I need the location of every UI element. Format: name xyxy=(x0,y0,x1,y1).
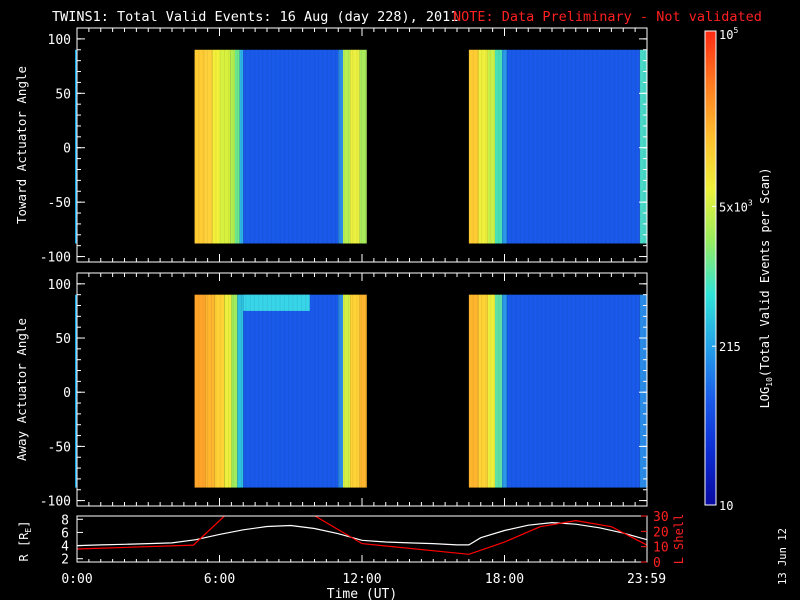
data-stripe xyxy=(338,294,343,488)
y-tick-label: 100 xyxy=(48,33,71,48)
y-tick-label: -100 xyxy=(40,251,71,266)
colorbar-tick-label: 105 xyxy=(719,26,738,42)
y-tick-label: -100 xyxy=(40,495,71,510)
data-stripe xyxy=(343,294,351,488)
data-stripe xyxy=(506,294,640,488)
data-stripe xyxy=(234,49,240,244)
r-tick-label: 4 xyxy=(61,540,69,555)
data-stripe xyxy=(359,49,367,244)
l-shell-label: L Shell xyxy=(672,514,686,565)
edge-strip xyxy=(75,294,77,488)
y-tick-label: 0 xyxy=(63,386,71,401)
edge-strip xyxy=(75,49,77,244)
data-stripe xyxy=(502,294,507,488)
colorbar-tick-label: 10 xyxy=(719,499,733,513)
preliminary-note: NOTE: Data Preliminary - Not validated xyxy=(453,9,762,25)
date-stamp: 13 Jun 12 xyxy=(777,528,789,585)
data-stripe xyxy=(350,294,360,488)
data-stripe xyxy=(359,294,367,488)
colorbar-tick-label: 5x103 xyxy=(719,198,753,214)
time-tick-label: 18:00 xyxy=(485,572,524,587)
data-stripe xyxy=(212,49,220,244)
data-stripe xyxy=(495,294,503,488)
data-stripe xyxy=(230,49,235,244)
y-tick-label: 0 xyxy=(63,142,71,157)
r-axis-label: R [RE] xyxy=(17,521,33,562)
data-stripe xyxy=(468,49,479,244)
r-tick-label: 8 xyxy=(61,513,69,528)
data-stripe xyxy=(338,49,343,244)
colorbar-tick-label: 215 xyxy=(719,340,741,354)
data-stripe xyxy=(506,49,640,244)
x-axis-label: Time (UT) xyxy=(327,587,397,600)
data-stripe xyxy=(243,294,339,488)
l-tick-label: 0 xyxy=(653,556,661,571)
colorbar: 105 5x103 215 10 LOG10(Total Valid Events pe… xyxy=(704,26,774,513)
toward-panel: 100 50 0 -50 -100 Toward Actuator Angle xyxy=(14,27,648,266)
y-tick-label: 50 xyxy=(55,87,71,102)
data-stripe xyxy=(224,294,232,488)
data-stripe xyxy=(478,49,488,244)
data-stripe xyxy=(204,49,213,244)
data-stripe xyxy=(243,49,339,244)
away-panel: 100 50 0 -50 -100 Away Actuator Angle xyxy=(14,272,648,510)
data-stripe xyxy=(468,294,479,488)
l-tick-label: 30 xyxy=(653,510,669,525)
y-axis-label: Away Actuator Angle xyxy=(14,318,29,461)
y-tick-label: 100 xyxy=(48,278,71,293)
r-tick-label: 2 xyxy=(61,553,69,568)
data-stripe xyxy=(487,294,495,488)
data-stripe xyxy=(343,49,351,244)
upper-band xyxy=(243,294,310,311)
time-tick-label: 6:00 xyxy=(204,572,235,587)
data-stripe xyxy=(231,294,238,488)
y-axis-label: Toward Actuator Angle xyxy=(14,66,29,224)
data-stripe xyxy=(237,294,244,488)
data-stripe xyxy=(350,49,360,244)
data-stripe xyxy=(239,49,244,244)
data-stripe xyxy=(487,49,495,244)
y-tick-label: -50 xyxy=(48,440,71,455)
data-stripe xyxy=(219,49,231,244)
data-stripe xyxy=(214,294,225,488)
y-tick-label: -50 xyxy=(48,196,71,211)
r-series-line xyxy=(77,521,647,547)
l-tick-label: 10 xyxy=(653,541,669,556)
data-stripe xyxy=(639,49,647,244)
l-tick-label: 20 xyxy=(653,525,669,540)
data-stripe xyxy=(495,49,503,244)
time-tick-label: 23:59 xyxy=(627,572,666,587)
data-stripe xyxy=(478,294,488,488)
data-stripe xyxy=(639,294,647,488)
chart-title: TWINS1: Total Valid Events: 16 Aug (day … xyxy=(52,9,458,25)
data-stripe xyxy=(194,49,205,244)
time-tick-label: 12:00 xyxy=(342,572,381,587)
data-stripe xyxy=(194,294,206,488)
l-shell-line xyxy=(77,516,647,555)
colorbar-scale xyxy=(704,30,717,506)
data-stripe xyxy=(205,294,215,488)
data-stripe xyxy=(502,49,507,244)
y-tick-label: 50 xyxy=(55,332,71,347)
r-tick-label: 6 xyxy=(61,526,69,541)
colorbar-label: LOG10(Total Valid Events per Scan) xyxy=(758,168,774,409)
time-tick-label: 0:00 xyxy=(61,572,92,587)
